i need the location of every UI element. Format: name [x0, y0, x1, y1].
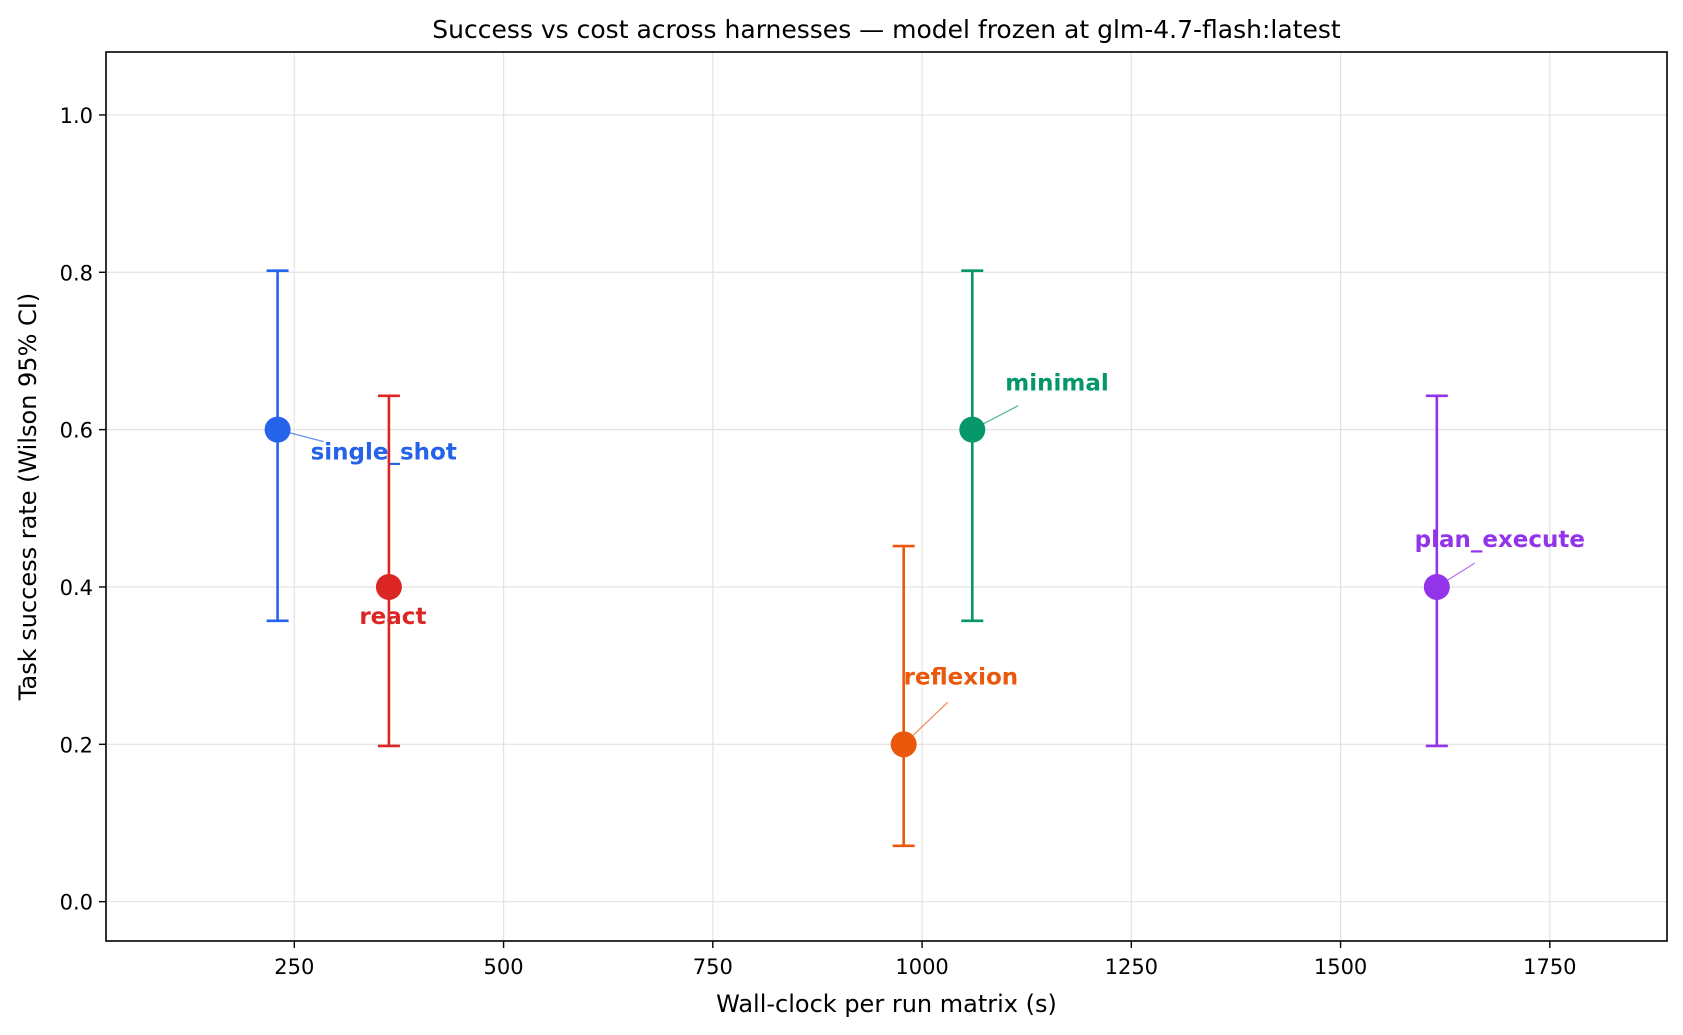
- point-group-react: react: [359, 394, 426, 748]
- y-tick-label: 0.2: [60, 733, 93, 757]
- point-label-reflexion: reflexion: [904, 664, 1018, 690]
- point-reflexion: [890, 731, 917, 758]
- y-tick-label: 1.0: [60, 104, 93, 128]
- plot-frame: [105, 51, 1668, 942]
- y-tick-label: 0.0: [60, 891, 93, 915]
- point-single_shot: [264, 416, 291, 443]
- x-tick-label: 750: [693, 955, 733, 979]
- x-tick-label: 500: [484, 955, 524, 979]
- point-label-plan_execute: plan_execute: [1415, 527, 1585, 553]
- point-react: [375, 573, 402, 600]
- y-tick-label: 0.6: [60, 419, 93, 443]
- x-tick-label: 250: [274, 955, 314, 979]
- y-axis-label: Task success rate (Wilson 95% CI): [14, 293, 42, 701]
- y-tick-label: 0.4: [60, 576, 93, 600]
- ticks-layer: 250 500 750 1000 1250 1500 1750 0.0 0.2 0.4 0.6 0.8…: [60, 104, 1577, 979]
- point-group-plan_execute: plan_execute: [1415, 394, 1585, 748]
- point-group-minimal: minimal: [959, 269, 1109, 623]
- point-plan_execute: [1423, 573, 1450, 600]
- point-group-reflexion: reflexion: [890, 544, 1018, 848]
- point-group-single_shot: single_shot: [264, 269, 457, 623]
- y-tick-label: 0.8: [60, 261, 93, 285]
- x-tick-label: 1250: [1105, 955, 1158, 979]
- x-tick-label: 1500: [1314, 955, 1367, 979]
- chart-title: Success vs cost across harnesses — model…: [432, 15, 1341, 44]
- x-tick-label: 1000: [895, 955, 948, 979]
- x-axis-label: Wall-clock per run matrix (s): [716, 990, 1057, 1018]
- point-minimal: [959, 416, 986, 443]
- point-label-minimal: minimal: [1005, 371, 1108, 397]
- x-tick-label: 1750: [1523, 955, 1576, 979]
- point-label-react: react: [359, 604, 426, 630]
- grid-layer: [106, 52, 1667, 941]
- point-label-single_shot: single_shot: [311, 440, 457, 466]
